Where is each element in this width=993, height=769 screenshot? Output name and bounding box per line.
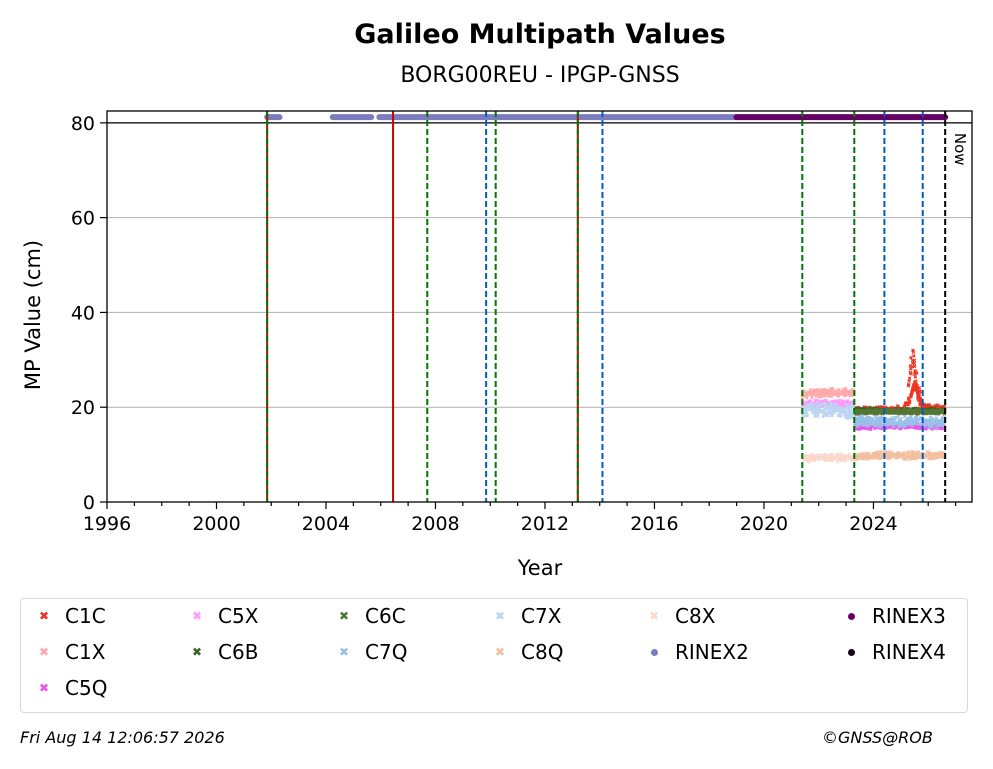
series-c6c xyxy=(852,407,947,417)
series-point-cloud xyxy=(852,449,947,462)
x-tick-label: 2004 xyxy=(302,513,350,535)
legend-marker xyxy=(645,643,663,661)
footer-credit: ©GNSS@ROB xyxy=(822,728,933,747)
legend-item-c5q: ✖ C5Q xyxy=(35,676,107,700)
legend-label: RINEX4 xyxy=(872,640,946,664)
legend-marker xyxy=(842,607,860,625)
series-c1x xyxy=(800,386,857,400)
legend-marker: ✖ xyxy=(494,645,506,659)
legend-item-rinex2: RINEX2 xyxy=(645,640,749,664)
series-point-cloud xyxy=(800,452,856,464)
series-point-cloud xyxy=(852,414,947,430)
legend-label: RINEX2 xyxy=(675,640,749,664)
chart-subtitle: BORG00REU - IPGP-GNSS xyxy=(400,63,679,88)
x-axis-label: Year xyxy=(517,556,563,580)
legend-label: C7X xyxy=(521,604,562,628)
x-tick-label: 2000 xyxy=(192,513,240,535)
legend-marker xyxy=(842,643,860,661)
series-c1c xyxy=(852,348,947,415)
legend-marker: ✖ xyxy=(338,645,350,659)
legend-item-c6b: ✖ C6B xyxy=(188,640,258,664)
footer-timestamp: Fri Aug 14 12:06:57 2026 xyxy=(20,728,225,747)
legend-item-rinex3: RINEX3 xyxy=(842,604,946,628)
legend-item-c1c: ✖ C1C xyxy=(35,604,106,628)
series-point-cloud xyxy=(852,407,947,417)
legend-item-c8x: ✖ C8X xyxy=(645,604,715,628)
x-tick-label: 1996 xyxy=(83,513,131,535)
legend-item-rinex4: RINEX4 xyxy=(842,640,946,664)
legend-label: C1X xyxy=(65,640,106,664)
legend-marker: ✖ xyxy=(338,609,350,623)
series-c8x xyxy=(800,452,856,464)
legend-marker: ✖ xyxy=(38,609,50,623)
legend-label: C8X xyxy=(675,604,716,628)
x-tick-label: 2008 xyxy=(411,513,459,535)
plot-frame xyxy=(106,110,973,503)
legend-marker: ✖ xyxy=(494,609,506,623)
y-tick-label: 80 xyxy=(71,113,95,135)
legend-label: C6B xyxy=(218,640,259,664)
series-c8q xyxy=(852,449,947,462)
y-tick-label: 20 xyxy=(71,397,95,419)
legend-item-c8q: ✖ C8Q xyxy=(491,640,563,664)
chart-title: Galileo Multipath Values xyxy=(354,19,726,50)
x-tick-label: 2020 xyxy=(740,513,788,535)
legend-marker: ✖ xyxy=(191,645,203,659)
now-label: Now xyxy=(951,133,969,166)
legend: ✖ C1C ✖ C1X ✖ C5Q ✖ C5X ✖ C6B ✖ C6C ✖ C7Q ✖ C7X ✖ C8Q ✖ C8X… xyxy=(20,598,968,713)
y-axis-label: MP Value (cm) xyxy=(21,240,45,390)
legend-label: C5Q xyxy=(65,676,108,700)
legend-label: C5X xyxy=(218,604,259,628)
legend-marker: ✖ xyxy=(648,609,660,623)
series-point-cloud xyxy=(800,386,857,400)
legend-marker: ✖ xyxy=(191,609,203,623)
y-tick-label: 40 xyxy=(71,302,95,324)
series-point-cloud xyxy=(800,400,856,420)
legend-item-c1x: ✖ C1X xyxy=(35,640,105,664)
legend-label: C7Q xyxy=(365,640,408,664)
legend-label: C6C xyxy=(365,604,406,628)
legend-item-c6c: ✖ C6C xyxy=(335,604,406,628)
y-tick-label: 60 xyxy=(71,208,95,230)
y-tick-label: 0 xyxy=(83,492,95,514)
series-c7x xyxy=(800,400,856,420)
legend-item-c7q: ✖ C7Q xyxy=(335,640,407,664)
legend-label: C1C xyxy=(65,604,106,628)
legend-label: C8Q xyxy=(521,640,564,664)
legend-label: RINEX3 xyxy=(872,604,946,628)
x-tick-label: 2024 xyxy=(849,513,897,535)
legend-marker: ✖ xyxy=(38,645,50,659)
legend-item-c5x: ✖ C5X xyxy=(188,604,258,628)
legend-marker: ✖ xyxy=(38,681,50,695)
x-tick-label: 2016 xyxy=(630,513,678,535)
legend-item-c7x: ✖ C7X xyxy=(491,604,561,628)
series-c7q xyxy=(852,414,947,430)
multipath-chart: Galileo Multipath Values BORG00REU - IPG… xyxy=(21,19,973,580)
x-tick-label: 2012 xyxy=(521,513,569,535)
